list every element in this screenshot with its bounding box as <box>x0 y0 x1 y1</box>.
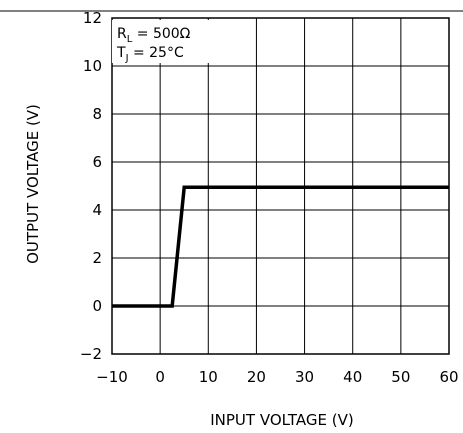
x-tick-label: 50 <box>391 368 410 386</box>
x-tick-label: 10 <box>199 368 218 386</box>
annotation-box <box>112 20 210 63</box>
y-tick-label: 10 <box>83 57 102 75</box>
annotation-tj: TJ = 25°C <box>116 45 184 64</box>
series-line <box>112 185 449 308</box>
y-tick-label: 6 <box>92 153 102 171</box>
y-tick-label: 0 <box>92 297 102 315</box>
series-layer <box>112 185 449 308</box>
tick-labels: −10 0 10 20 30 40 50 60 −2 0 2 4 6 8 10 12 <box>80 9 459 386</box>
y-tick-label: 4 <box>92 201 102 219</box>
x-axis-label: INPUT VOLTAGE (V) <box>210 411 354 429</box>
x-tick-label: −10 <box>96 368 128 386</box>
x-tick-label: 40 <box>343 368 362 386</box>
x-tick-label: 20 <box>247 368 266 386</box>
y-tick-label: 8 <box>92 105 102 123</box>
y-tick-label: −2 <box>80 345 102 363</box>
annotation-rl: RL = 500Ω <box>117 26 191 45</box>
x-tick-label: 0 <box>155 368 165 386</box>
y-tick-label: 2 <box>92 249 102 267</box>
y-axis-label: OUTPUT VOLTAGE (V) <box>24 104 42 264</box>
y-tick-label: 12 <box>83 9 102 27</box>
x-tick-label: 60 <box>439 368 458 386</box>
x-tick-label: 30 <box>295 368 314 386</box>
